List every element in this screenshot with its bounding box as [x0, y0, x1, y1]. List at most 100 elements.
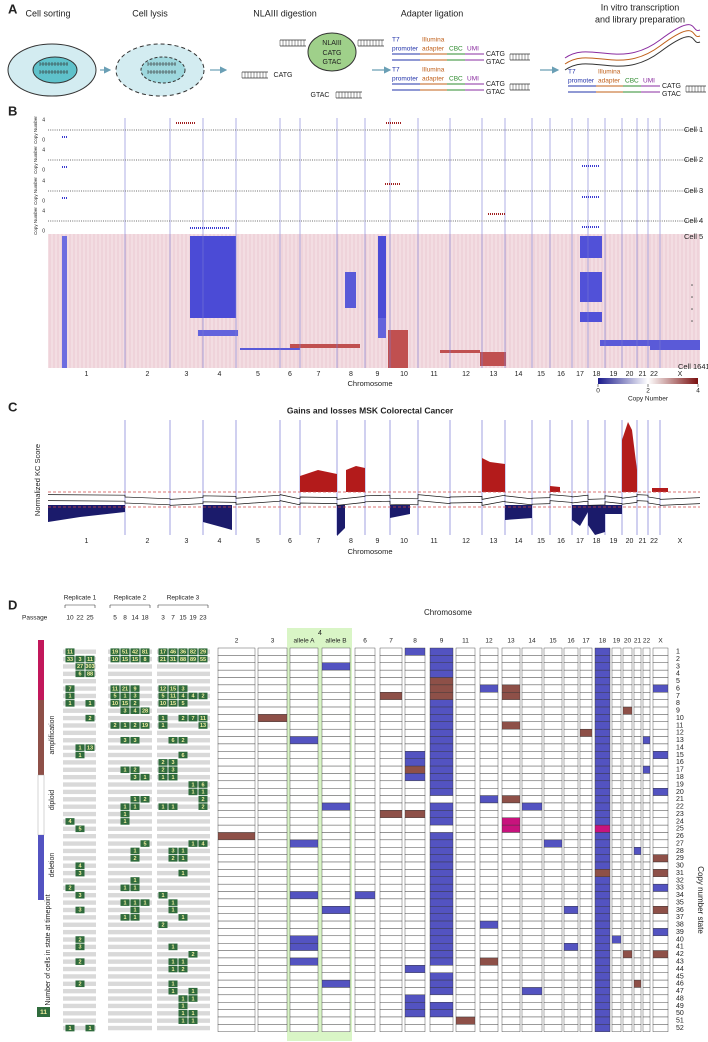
cn-cell	[289, 773, 319, 782]
column-label: 12	[485, 638, 493, 645]
cn-cell	[455, 655, 476, 663]
cn-cell	[289, 847, 319, 855]
cn-cell	[633, 647, 642, 656]
cn-cell	[379, 728, 403, 737]
cn-cell	[594, 928, 611, 937]
cn-cell	[321, 773, 351, 782]
cn-cell	[642, 758, 651, 767]
count-label: 1	[68, 701, 71, 707]
chromosome-label: 2	[146, 371, 150, 378]
cn-cell	[501, 817, 521, 826]
cn-cell	[501, 677, 521, 686]
cn-cell	[429, 699, 454, 708]
cn-cell	[579, 1009, 593, 1018]
cn-cell	[563, 1024, 579, 1032]
cn-cell	[289, 655, 319, 663]
cn-cell	[429, 1016, 454, 1025]
cn-cell	[479, 824, 499, 833]
track-tick: 0	[42, 137, 45, 143]
cn-cell	[521, 847, 543, 855]
cn-cell	[379, 839, 403, 848]
cn-cell	[379, 1002, 403, 1010]
cn-cell	[455, 669, 476, 678]
heatmap-block	[440, 350, 480, 353]
column-label: 22	[643, 638, 651, 645]
column-label: 2	[235, 638, 239, 645]
cn-cell	[455, 898, 476, 907]
row-band	[108, 929, 152, 935]
cn-cell	[501, 810, 521, 818]
cn-cell	[543, 684, 563, 693]
count-box	[130, 707, 140, 715]
cn-cell	[501, 802, 521, 811]
count-label: 1	[171, 900, 174, 906]
row-label: 43	[676, 958, 684, 965]
cn-cell	[579, 810, 593, 818]
cn-cell	[321, 957, 351, 966]
panel-letter: D	[8, 597, 17, 612]
cn-cell	[289, 677, 319, 686]
count-label: 2	[161, 923, 164, 929]
count-box	[178, 995, 188, 1002]
cn-cell	[257, 898, 288, 907]
cn-cell	[479, 788, 499, 796]
count-label: 2	[133, 856, 136, 862]
cn-cell	[579, 780, 593, 789]
cn-cell	[257, 706, 288, 715]
count-box	[178, 655, 188, 663]
cn-cell	[455, 728, 476, 737]
cn-cell	[501, 979, 521, 988]
colorbar-tick-label: 4	[696, 388, 700, 395]
row-band	[108, 834, 152, 839]
cn-cell	[404, 957, 426, 966]
cn-cell	[429, 898, 454, 907]
track-label: Copy Number	[33, 116, 38, 144]
cn-cell	[429, 987, 454, 996]
row-band	[108, 686, 152, 691]
passage-label: 25	[86, 615, 94, 622]
cn-cell	[579, 706, 593, 715]
count-label: 1	[191, 1018, 194, 1024]
cn-cell	[354, 935, 376, 944]
cn-cell	[563, 684, 579, 693]
cn-cell	[642, 743, 651, 752]
count-box	[188, 950, 198, 958]
count-box	[120, 736, 130, 744]
row-band	[63, 811, 96, 817]
count-box	[178, 648, 188, 655]
cn-cell	[321, 699, 351, 708]
count-box	[130, 722, 140, 729]
count-label: 2	[113, 723, 116, 729]
chromosome-label: 13	[490, 371, 498, 378]
cn-cell	[594, 965, 611, 973]
cn-cell	[217, 987, 256, 996]
row-band	[108, 1018, 152, 1023]
cn-cell	[611, 692, 622, 700]
count-box	[120, 707, 130, 715]
cn-cell	[611, 655, 622, 663]
cn-cell	[642, 950, 651, 959]
cn-cell	[543, 669, 563, 678]
count-label: 42	[132, 649, 138, 655]
cn-cell	[404, 662, 426, 671]
count-box	[140, 722, 150, 729]
cn-cell	[633, 979, 642, 988]
row-band	[108, 856, 152, 861]
chromosome-label: 11	[430, 371, 437, 378]
count-label: 81	[142, 649, 148, 655]
label: UMI	[467, 46, 479, 53]
cn-cell	[642, 751, 651, 759]
count-label: 1	[191, 989, 194, 995]
row-label: 52	[676, 1025, 684, 1032]
count-label: 2	[181, 738, 184, 744]
cn-cell	[289, 817, 319, 826]
cn-cell	[611, 869, 622, 877]
cn-cell	[594, 943, 611, 951]
count-box	[65, 1024, 75, 1032]
cn-cell	[579, 655, 593, 663]
cn-cell	[563, 780, 579, 789]
count-label: 2	[88, 716, 91, 722]
row-band	[108, 826, 152, 831]
cn-cell	[543, 869, 563, 877]
cn-cell	[543, 692, 563, 700]
